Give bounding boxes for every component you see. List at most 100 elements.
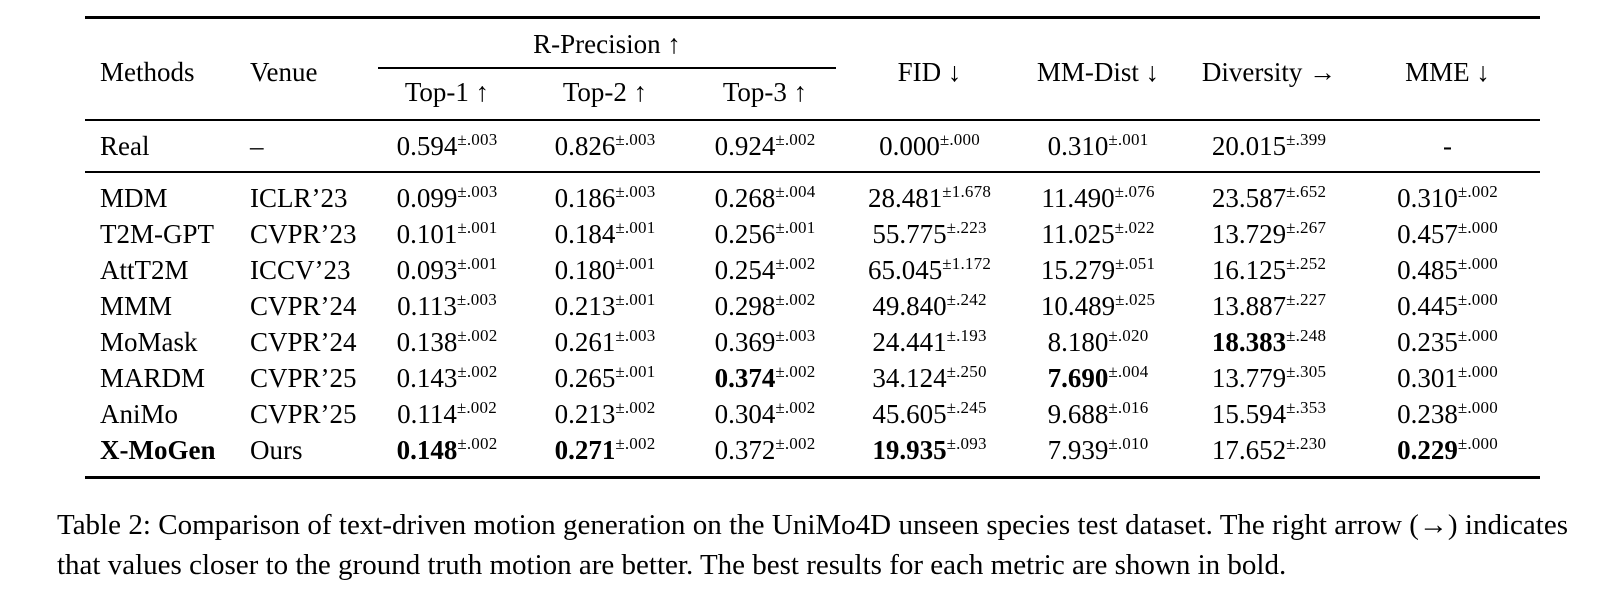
error-margin: ±.000 [939,130,980,149]
metric-value: 49.840 [872,291,947,321]
error-margin: ±.020 [1108,326,1149,345]
col-header-venue: Venue [250,57,318,87]
metric-value: 28.481 [867,183,943,213]
error-margin: ±.250 [946,362,987,381]
error-margin: ±.002 [775,254,816,273]
metric-value: 24.441 [872,327,947,357]
method-name: Real [100,131,150,161]
value-cell: 0.180±.001 [526,252,684,288]
value-cell: 28.481±1.678 [846,172,1013,216]
error-margin: ±.002 [457,362,498,381]
metric-value: 0.148 [396,435,458,465]
error-margin: ±.001 [615,362,656,381]
method-name: MoMask [100,327,198,357]
error-margin: ±.001 [615,290,656,309]
value-cell: 0.826±.003 [526,120,684,172]
method-name: AttT2M [100,255,189,285]
table-row-mardm: MARDM CVPR’25 0.143±.002 0.265±.001 0.374±.0… [85,360,1540,396]
error-margin: ±.002 [775,362,816,381]
metric-value: 0.114 [397,399,457,429]
error-margin: ±.002 [456,398,497,417]
value-cell: 13.779±.305 [1183,360,1355,396]
error-margin: ±1.678 [942,182,992,201]
error-margin: ±.003 [457,130,498,149]
table-header: Methods Venue R-Precision ↑ FID ↓ MM-Dis… [85,18,1540,120]
table-row-t2m-gpt: T2M-GPT CVPR’23 0.101±.001 0.184±.001 0.256±… [85,216,1540,252]
error-margin: ±.227 [1286,290,1327,309]
metric-value: 16.125 [1211,255,1287,285]
metric-value: 0.301 [1397,363,1458,393]
method-name: T2M-GPT [100,219,214,249]
metric-value: 0.184 [554,219,616,249]
error-margin: ±.000 [1457,326,1498,345]
value-cell: 0.229±.000 [1355,432,1540,478]
value-cell: 0.301±.000 [1355,360,1540,396]
value-cell: 0.213±.002 [526,396,684,432]
metric-value: 0.374 [714,363,776,393]
metric-value: 11.025 [1041,219,1115,249]
value-cell: 0.113±.003 [368,288,526,324]
error-margin: ±.267 [1286,218,1327,237]
metric-value: 0.826 [554,131,616,161]
error-margin: ±.223 [946,218,987,237]
value-cell: 0.138±.002 [368,324,526,360]
metric-value: - [1443,131,1452,161]
metric-value: 15.594 [1211,399,1287,429]
value-cell: 9.688±.016 [1013,396,1183,432]
metric-value: 9.688 [1047,399,1109,429]
metric-value: 0.256 [714,219,776,249]
error-margin: ±.399 [1286,130,1327,149]
value-cell: 16.125±.252 [1183,252,1355,288]
metric-value: 0.298 [714,291,776,321]
header-row-subcolumns: Top-1 ↑ Top-2 ↑ Top-3 ↑ [85,69,1540,120]
value-cell: 0.298±.002 [684,288,846,324]
error-margin: ±.003 [456,290,497,309]
table-caption: Table 2: Comparison of text-driven motio… [57,509,1568,581]
value-cell: 0.238±.000 [1355,396,1540,432]
value-cell: 49.840±.242 [846,288,1013,324]
method-name: X-MoGen [100,435,216,465]
error-margin: ±.001 [1108,130,1149,149]
metric-value: 0.113 [397,291,457,321]
metric-value: 0.229 [1397,435,1458,465]
value-cell: 0.268±.004 [684,172,846,216]
real-reference-section: Real –0.594±.003 0.826±.003 0.924±.002 0.000… [85,120,1540,172]
value-cell: 0.114±.002 [368,396,526,432]
metric-value: 0.238 [1397,399,1458,429]
metric-value: 0.924 [714,131,776,161]
error-margin: ±.022 [1114,218,1155,237]
metric-value: 0.594 [396,131,458,161]
error-margin: ±.242 [946,290,987,309]
metric-value: 0.213 [554,399,616,429]
value-cell: 34.124±.250 [846,360,1013,396]
metric-value: 0.268 [714,183,776,213]
error-margin: ±.010 [1108,434,1149,453]
metric-value: 13.887 [1211,291,1287,321]
metric-value: 0.138 [396,327,458,357]
value-cell: 15.594±.353 [1183,396,1355,432]
metric-value: 0.457 [1397,219,1458,249]
error-margin: ±.252 [1286,254,1327,273]
value-cell: 7.690±.004 [1013,360,1183,396]
value-cell: 0.256±.001 [684,216,846,252]
value-cell: 0.594±.003 [368,120,526,172]
table-row-real: Real –0.594±.003 0.826±.003 0.924±.002 0.000… [85,120,1540,172]
table-row-mmm: MMM CVPR’24 0.113±.003 0.213±.001 0.298±.002… [85,288,1540,324]
error-margin: ±.000 [1457,290,1498,309]
value-cell: 45.605±.245 [846,396,1013,432]
metric-value: 20.015 [1211,131,1287,161]
metric-value: 0.099 [396,183,458,213]
value-cell: 0.261±.003 [526,324,684,360]
method-name: MARDM [100,363,206,393]
error-margin: ±.000 [1457,254,1498,273]
error-margin: ±.000 [1457,218,1498,237]
venue-cell: CVPR’24 [250,327,357,357]
metric-value: 0.180 [554,255,616,285]
metric-value: 18.383 [1211,327,1287,357]
error-margin: ±.016 [1108,398,1149,417]
metric-value: 0.265 [554,363,616,393]
value-cell: 19.935±.093 [846,432,1013,478]
error-margin: ±.003 [775,326,816,345]
metric-value: 7.690 [1047,363,1109,393]
error-margin: ±.230 [1286,434,1327,453]
